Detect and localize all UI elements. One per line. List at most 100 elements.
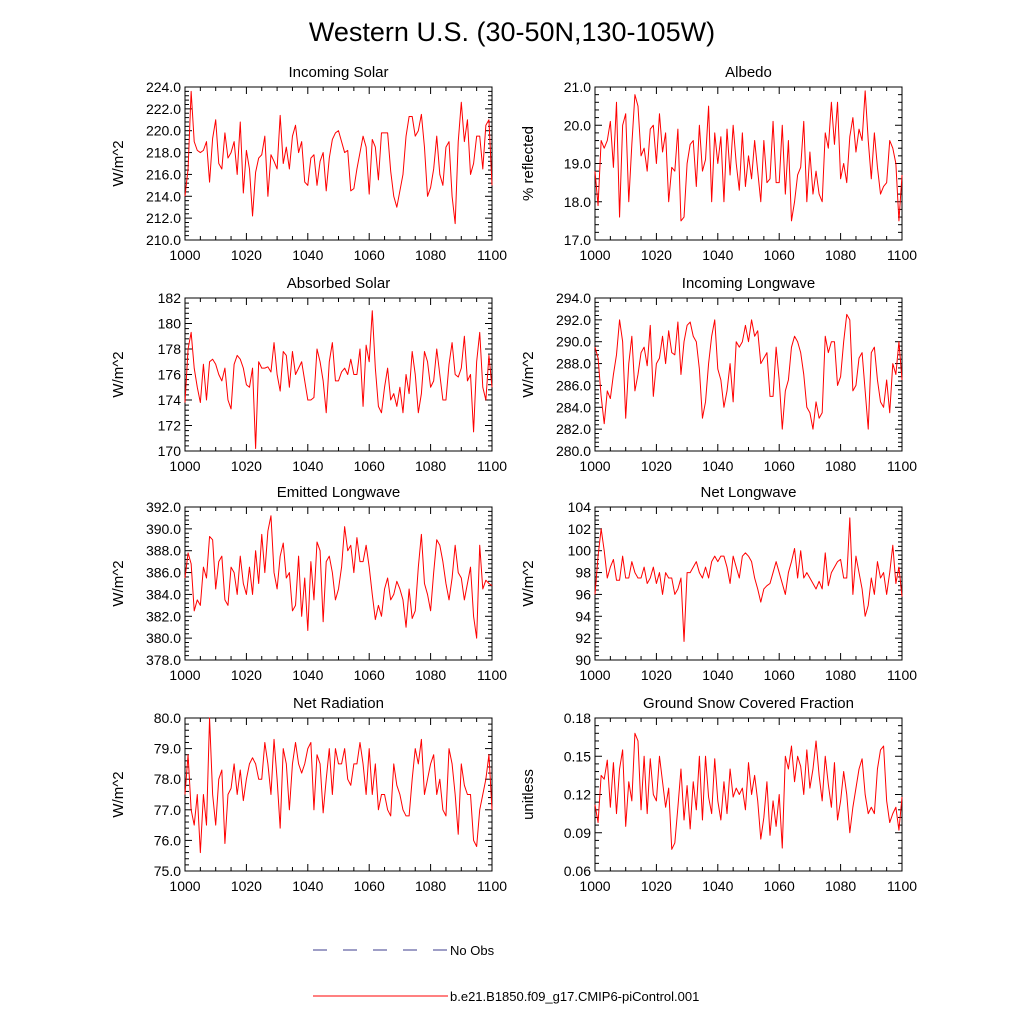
x-tick-label: 1100 <box>477 247 507 263</box>
legend-entry-model: b.e21.B1850.f09_g17.CMIP6-piControl.001 <box>313 989 699 1004</box>
y-tick-label: 176 <box>158 367 182 383</box>
x-tick-label: 1060 <box>764 247 795 263</box>
y-tick-label: 386.0 <box>146 565 181 581</box>
x-tick-label: 1100 <box>887 458 917 474</box>
y-axis-label: W/m^2 <box>110 351 127 397</box>
y-axis-label: W/m^2 <box>520 560 537 606</box>
y-tick-label: 0.09 <box>564 825 591 841</box>
y-tick-label: 174 <box>158 392 182 408</box>
series-line <box>184 310 493 449</box>
series-line <box>594 90 903 222</box>
x-tick-label: 1040 <box>292 667 323 683</box>
x-tick-label: 1040 <box>702 878 733 894</box>
x-tick-label: 1080 <box>825 667 856 683</box>
y-tick-label: 380.0 <box>146 630 181 646</box>
panel-title: Emitted Longwave <box>277 484 400 501</box>
x-tick-label: 1040 <box>292 247 323 263</box>
panel-title: Net Radiation <box>293 695 384 712</box>
plot-frame <box>594 86 903 241</box>
x-tick-label: 1100 <box>887 878 917 894</box>
plot-frame <box>594 717 903 872</box>
y-tick-label: 100 <box>568 543 592 559</box>
y-tick-label: 102 <box>568 521 592 537</box>
x-tick-label: 1080 <box>825 458 856 474</box>
panel-title: Albedo <box>725 64 772 81</box>
y-tick-label: 382.0 <box>146 608 181 624</box>
x-tick-label: 1100 <box>477 667 507 683</box>
y-tick-label: 282.0 <box>556 421 591 437</box>
y-tick-label: 392.0 <box>146 499 181 515</box>
x-tick-label: 1020 <box>641 247 672 263</box>
y-tick-label: 220.0 <box>146 123 181 139</box>
x-tick-label: 1000 <box>579 247 610 263</box>
y-tick-label: 19.0 <box>564 156 591 172</box>
series-line <box>184 90 493 225</box>
panel-title: Absorbed Solar <box>287 275 390 292</box>
y-tick-label: 79.0 <box>154 741 181 757</box>
x-tick-label: 1060 <box>354 878 385 894</box>
y-axis-label: W/m^2 <box>110 771 127 817</box>
plot-frame <box>184 717 493 872</box>
y-tick-label: 388.0 <box>146 543 181 559</box>
panel-5: Net Longwave W/m^2 1000 1020 1040 1060 1080 110… <box>520 484 917 683</box>
y-tick-label: 178 <box>158 341 182 357</box>
x-tick-label: 1060 <box>354 458 385 474</box>
y-tick-label: 182 <box>158 290 182 306</box>
y-tick-label: 390.0 <box>146 521 181 537</box>
x-tick-label: 1100 <box>477 458 507 474</box>
x-tick-label: 1000 <box>579 667 610 683</box>
y-axis-label: W/m^2 <box>520 351 537 397</box>
series-line <box>594 313 903 430</box>
x-tick-label: 1040 <box>702 667 733 683</box>
y-tick-label: 0.06 <box>564 863 591 879</box>
y-tick-label: 280.0 <box>556 443 591 459</box>
y-tick-label: 78.0 <box>154 771 181 787</box>
legend-label-obs: No Obs <box>450 943 495 958</box>
y-tick-label: 0.15 <box>564 748 591 764</box>
x-tick-label: 1060 <box>764 667 795 683</box>
y-tick-label: 90 <box>575 652 591 668</box>
x-tick-label: 1040 <box>702 458 733 474</box>
y-tick-label: 0.18 <box>564 710 591 726</box>
y-tick-label: 292.0 <box>556 312 591 328</box>
y-axis-label: W/m^2 <box>110 560 127 606</box>
x-tick-label: 1020 <box>231 247 262 263</box>
y-tick-label: 20.0 <box>564 117 591 133</box>
x-tick-label: 1040 <box>292 878 323 894</box>
plot-frame <box>594 506 903 661</box>
y-tick-label: 284.0 <box>556 399 591 415</box>
x-tick-label: 1080 <box>415 878 446 894</box>
series-line <box>594 732 903 850</box>
y-tick-label: 96 <box>575 586 591 602</box>
x-tick-label: 1080 <box>415 458 446 474</box>
y-tick-label: 21.0 <box>564 79 591 95</box>
legend-label-model: b.e21.B1850.f09_g17.CMIP6-piControl.001 <box>450 989 699 1004</box>
x-tick-label: 1060 <box>354 667 385 683</box>
legend: No Obs b.e21.B1850.f09_g17.CMIP6-piContr… <box>313 943 699 1004</box>
x-tick-label: 1000 <box>169 458 200 474</box>
plot-frame <box>594 297 903 452</box>
x-tick-label: 1100 <box>887 667 917 683</box>
y-tick-label: 172 <box>158 418 182 434</box>
y-tick-label: 288.0 <box>556 356 591 372</box>
panel-2: Absorbed Solar W/m^2 1000 1020 1040 1060 1080 1… <box>110 275 507 474</box>
y-tick-label: 214.0 <box>146 188 181 204</box>
y-tick-label: 222.0 <box>146 101 181 117</box>
y-tick-label: 98 <box>575 565 591 581</box>
y-tick-label: 290.0 <box>556 334 591 350</box>
panel-7: Ground Snow Covered Fraction unitless 1000… <box>520 695 917 894</box>
y-tick-label: 170 <box>158 443 182 459</box>
panel-title: Incoming Solar <box>288 64 388 81</box>
x-tick-label: 1080 <box>825 247 856 263</box>
panel-0: Incoming Solar W/m^2 1000 1020 1040 1060 1080 1… <box>110 64 507 263</box>
x-tick-label: 1060 <box>764 458 795 474</box>
y-axis-label: unitless <box>520 769 537 820</box>
panel-3: Incoming Longwave W/m^2 1000 1020 1040 1060 10… <box>520 275 917 474</box>
x-tick-label: 1000 <box>169 878 200 894</box>
series-line <box>594 517 903 642</box>
y-tick-label: 212.0 <box>146 210 181 226</box>
x-tick-label: 1100 <box>477 878 507 894</box>
x-tick-label: 1040 <box>702 247 733 263</box>
figure-title: Western U.S. (30-50N,130-105W) <box>309 17 715 47</box>
